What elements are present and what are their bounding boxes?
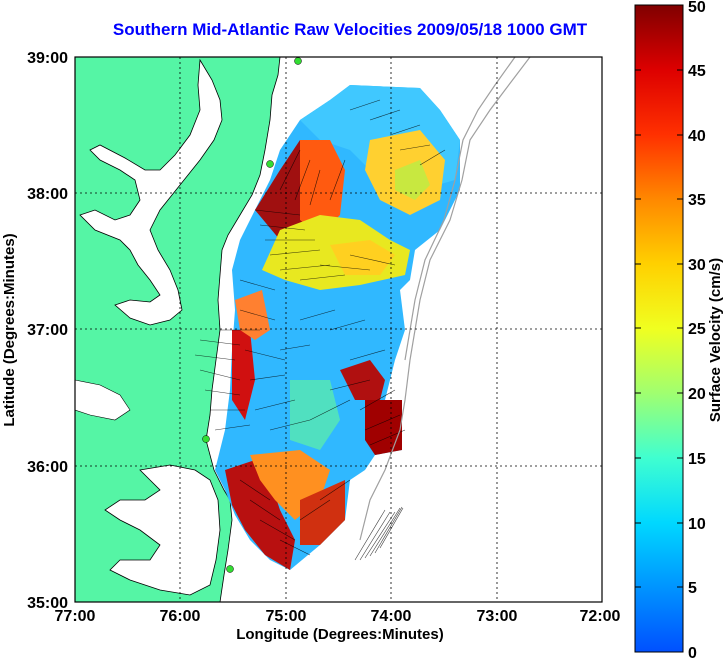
y-tick-label: 38:00: [27, 186, 68, 203]
colorbar-tick-label: 20: [688, 386, 706, 403]
y-tick-label: 39:00: [27, 50, 68, 67]
velocity-arrows: [194, 99, 446, 561]
colorbar-tick-label: 5: [688, 580, 697, 597]
x-tick-label: 75:00: [266, 608, 307, 625]
colorbar-tick-label: 40: [688, 128, 706, 145]
x-axis: 77:00 76:00 75:00 74:00 73:00 72:00 Long…: [55, 608, 621, 643]
y-axis: 39:00 38:00 37:00 36:00 35:00 Latitude (…: [1, 50, 68, 612]
x-tick-label: 72:00: [580, 608, 621, 625]
plot-frame: [74, 56, 603, 603]
station-marker: [294, 57, 302, 65]
grid-lines: [75, 57, 602, 602]
colorbar-tick-label: 15: [688, 451, 706, 468]
colorbar-tick-label: 25: [688, 321, 706, 338]
station-marker: [226, 565, 234, 573]
x-tick-label: 76:00: [160, 608, 201, 625]
pamlico-sound: [104, 464, 221, 596]
chesapeake-bay: [79, 58, 223, 326]
colorbar-tick-label: 0: [688, 645, 697, 659]
y-tick-label: 35:00: [27, 595, 68, 612]
station-marker: [266, 160, 274, 168]
colorbar-tick-label: 10: [688, 516, 706, 533]
colorbar-label: Surface Velocity (cm/s): [707, 258, 724, 422]
x-tick-label: 74:00: [371, 608, 412, 625]
x-tick-label: 77:00: [55, 608, 96, 625]
map-title: Southern Mid-Atlantic Raw Velocities 200…: [112, 20, 588, 39]
colorbar-tick-label: 50: [688, 0, 706, 16]
colorbar-tick-label: 45: [688, 63, 706, 80]
colorbar-tick-label: 30: [688, 257, 706, 274]
colorbar: 0 5 10 15 20 25 30 35 40 45 50 Surface V…: [634, 0, 724, 659]
station-marker: [202, 435, 210, 443]
x-tick-label: 73:00: [477, 608, 518, 625]
x-axis-label: Longitude (Degrees:Minutes): [236, 626, 444, 643]
y-tick-label: 37:00: [27, 322, 68, 339]
bathymetry-contours: [359, 56, 531, 541]
y-tick-label: 36:00: [27, 459, 68, 476]
colorbar-gradient: [634, 4, 684, 653]
colorbar-tick-label: 35: [688, 192, 706, 209]
y-axis-label: Latitude (Degrees:Minutes): [1, 233, 18, 426]
